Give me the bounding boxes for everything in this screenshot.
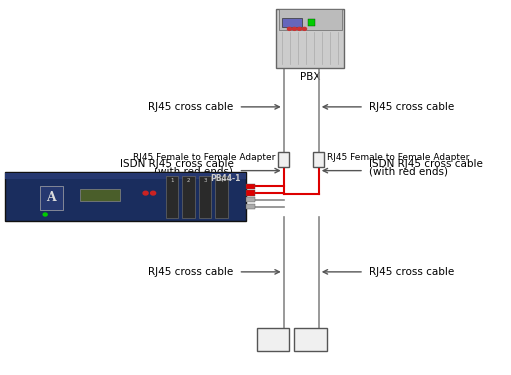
Bar bbox=[5, 172, 246, 221]
Bar bbox=[257, 328, 289, 351]
Text: 2: 2 bbox=[187, 178, 190, 183]
Circle shape bbox=[287, 27, 291, 30]
Circle shape bbox=[143, 191, 148, 195]
Text: NT: NT bbox=[303, 334, 318, 344]
Text: ISDN RJ45 cross cable: ISDN RJ45 cross cable bbox=[369, 159, 483, 169]
Circle shape bbox=[297, 27, 301, 30]
Text: 3: 3 bbox=[203, 178, 207, 183]
Circle shape bbox=[303, 27, 307, 30]
Text: PB44-1: PB44-1 bbox=[211, 174, 241, 183]
Circle shape bbox=[43, 213, 47, 216]
Bar bbox=[5, 172, 246, 178]
Bar bbox=[80, 189, 121, 201]
Bar bbox=[308, 20, 315, 26]
Bar bbox=[216, 176, 228, 218]
Text: (with red ends): (with red ends) bbox=[154, 167, 234, 177]
Bar bbox=[313, 152, 324, 166]
Text: (with red ends): (with red ends) bbox=[369, 167, 448, 177]
Bar bbox=[278, 152, 289, 166]
Circle shape bbox=[151, 191, 156, 195]
Bar bbox=[294, 328, 327, 351]
Bar bbox=[166, 176, 178, 218]
Text: RJ45 Female to Female Adapter: RJ45 Female to Female Adapter bbox=[133, 153, 275, 162]
Text: 4: 4 bbox=[220, 178, 223, 183]
Text: RJ45 cross cable: RJ45 cross cable bbox=[369, 102, 454, 112]
Bar bbox=[182, 176, 195, 218]
Text: RJ45 cross cable: RJ45 cross cable bbox=[148, 102, 234, 112]
Text: RJ45 Female to Female Adapter: RJ45 Female to Female Adapter bbox=[327, 153, 469, 162]
Text: A: A bbox=[47, 191, 56, 204]
Bar bbox=[276, 9, 344, 68]
Text: ISDN RJ45 cross cable: ISDN RJ45 cross cable bbox=[120, 159, 234, 169]
Bar bbox=[246, 197, 255, 202]
Text: PBX: PBX bbox=[300, 72, 320, 82]
Bar bbox=[40, 186, 63, 210]
Bar bbox=[283, 18, 303, 27]
Circle shape bbox=[292, 27, 296, 30]
Text: RJ45 cross cable: RJ45 cross cable bbox=[369, 267, 454, 277]
Bar bbox=[246, 190, 255, 196]
Text: RJ45 cross cable: RJ45 cross cable bbox=[148, 267, 234, 277]
Bar bbox=[279, 9, 342, 30]
Bar bbox=[199, 176, 212, 218]
Bar bbox=[246, 204, 255, 209]
Text: NT: NT bbox=[266, 334, 281, 344]
Bar bbox=[246, 183, 255, 189]
Text: 1: 1 bbox=[170, 178, 174, 183]
